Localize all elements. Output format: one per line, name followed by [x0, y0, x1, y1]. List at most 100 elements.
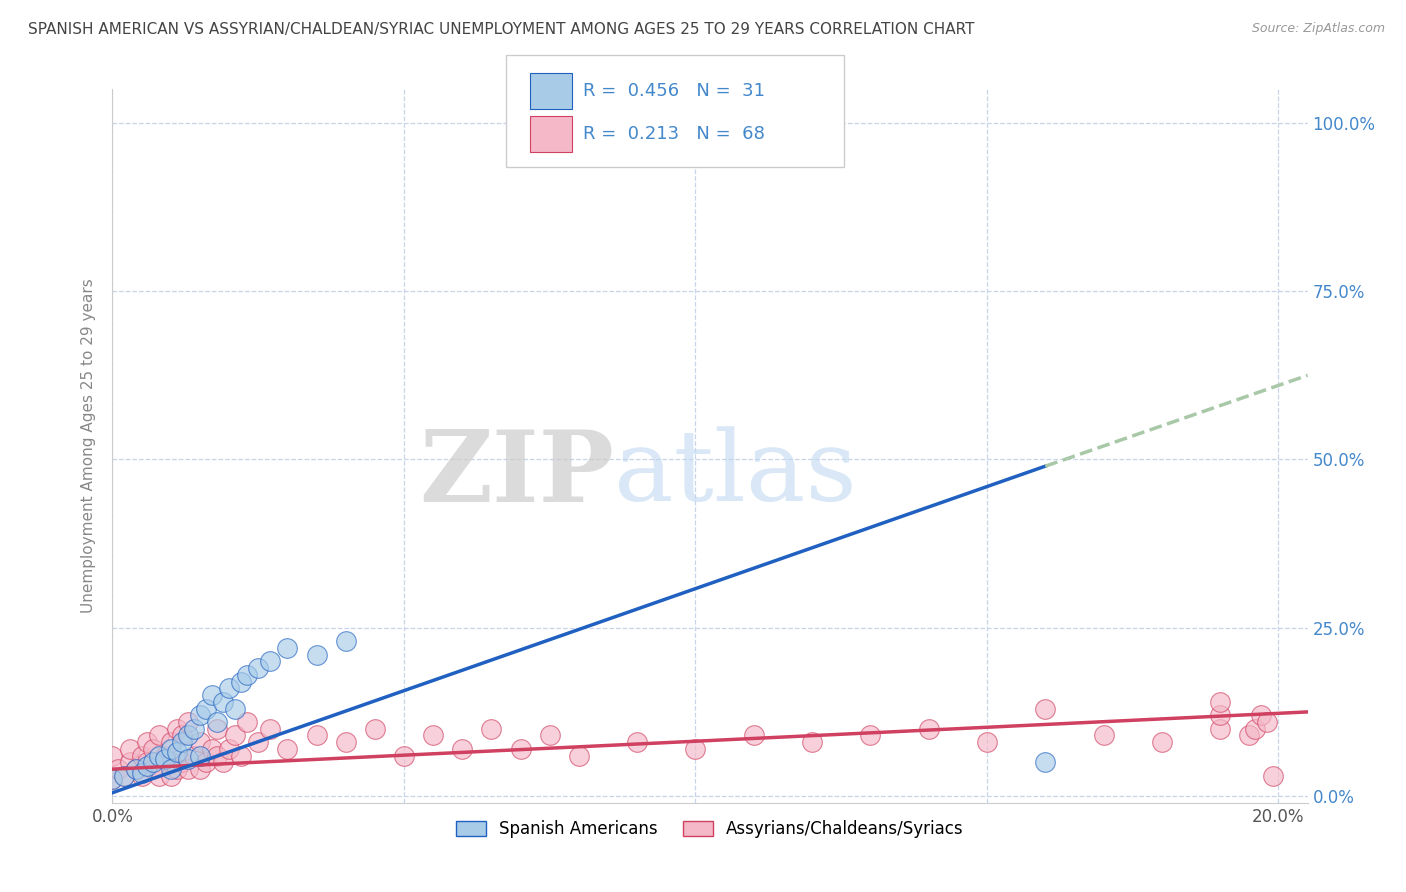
- Point: [125, 762, 148, 776]
- Text: R =  0.213   N =  68: R = 0.213 N = 68: [583, 125, 765, 143]
- Point: [207, 722, 229, 736]
- Point: [142, 756, 165, 770]
- Text: Source: ZipAtlas.com: Source: ZipAtlas.com: [1251, 22, 1385, 36]
- Point: [136, 758, 159, 772]
- Point: [148, 748, 170, 763]
- Point: [131, 769, 153, 783]
- Point: [305, 648, 328, 662]
- Point: [148, 769, 170, 783]
- Point: [207, 748, 229, 763]
- Point: [188, 708, 211, 723]
- Point: [118, 756, 141, 770]
- Point: [112, 769, 135, 783]
- Point: [626, 735, 648, 749]
- Point: [1256, 714, 1278, 729]
- Point: [481, 722, 503, 736]
- Point: [1150, 735, 1173, 749]
- Point: [118, 742, 141, 756]
- Point: [159, 735, 181, 749]
- Point: [177, 729, 200, 743]
- Point: [976, 735, 998, 749]
- Point: [259, 655, 281, 669]
- Point: [166, 722, 188, 736]
- Point: [125, 762, 148, 776]
- Point: [235, 714, 257, 729]
- Point: [172, 735, 194, 749]
- Point: [364, 722, 387, 736]
- Point: [422, 729, 444, 743]
- Text: R =  0.456   N =  31: R = 0.456 N = 31: [583, 82, 765, 100]
- Point: [177, 762, 200, 776]
- Point: [235, 668, 257, 682]
- Point: [538, 729, 561, 743]
- Point: [218, 681, 240, 696]
- Point: [1209, 708, 1232, 723]
- Point: [159, 769, 181, 783]
- Point: [1033, 701, 1056, 715]
- Point: [392, 748, 415, 763]
- Point: [166, 762, 188, 776]
- Text: SPANISH AMERICAN VS ASSYRIAN/CHALDEAN/SYRIAC UNEMPLOYMENT AMONG AGES 25 TO 29 YE: SPANISH AMERICAN VS ASSYRIAN/CHALDEAN/SY…: [28, 22, 974, 37]
- Y-axis label: Unemployment Among Ages 25 to 29 years: Unemployment Among Ages 25 to 29 years: [80, 278, 96, 614]
- Point: [1244, 722, 1267, 736]
- Point: [136, 735, 159, 749]
- Point: [1209, 695, 1232, 709]
- Point: [1250, 708, 1272, 723]
- Point: [200, 742, 222, 756]
- Point: [101, 772, 124, 787]
- Point: [917, 722, 939, 736]
- Point: [159, 756, 181, 770]
- Point: [177, 752, 200, 766]
- Point: [131, 748, 153, 763]
- Point: [194, 701, 217, 715]
- Point: [207, 714, 229, 729]
- Point: [153, 748, 176, 763]
- Point: [212, 695, 235, 709]
- Point: [451, 742, 474, 756]
- Point: [107, 762, 129, 776]
- Point: [194, 756, 217, 770]
- Point: [224, 729, 246, 743]
- Point: [200, 688, 222, 702]
- Point: [188, 762, 211, 776]
- Legend: Spanish Americans, Assyrians/Chaldeans/Syriacs: Spanish Americans, Assyrians/Chaldeans/S…: [450, 814, 970, 845]
- Point: [172, 729, 194, 743]
- Point: [1209, 722, 1232, 736]
- Point: [1261, 769, 1284, 783]
- Point: [166, 745, 188, 759]
- Point: [212, 756, 235, 770]
- Point: [1092, 729, 1115, 743]
- Point: [247, 735, 270, 749]
- Point: [153, 752, 176, 766]
- Text: atlas: atlas: [614, 426, 858, 523]
- Point: [259, 722, 281, 736]
- Point: [101, 772, 124, 787]
- Point: [801, 735, 824, 749]
- Point: [509, 742, 531, 756]
- Point: [276, 742, 298, 756]
- Point: [159, 762, 181, 776]
- Text: ZIP: ZIP: [419, 426, 614, 523]
- Point: [742, 729, 765, 743]
- Point: [177, 714, 200, 729]
- Point: [136, 756, 159, 770]
- Point: [172, 756, 194, 770]
- Point: [101, 748, 124, 763]
- Point: [229, 674, 252, 689]
- Point: [276, 640, 298, 655]
- Point: [859, 729, 882, 743]
- Point: [188, 735, 211, 749]
- Point: [305, 729, 328, 743]
- Point: [218, 742, 240, 756]
- Point: [142, 742, 165, 756]
- Point: [335, 634, 357, 648]
- Point: [183, 722, 205, 736]
- Point: [1033, 756, 1056, 770]
- Point: [229, 748, 252, 763]
- Point: [247, 661, 270, 675]
- Point: [1239, 729, 1261, 743]
- Point: [183, 748, 205, 763]
- Point: [159, 742, 181, 756]
- Point: [568, 748, 591, 763]
- Point: [685, 742, 707, 756]
